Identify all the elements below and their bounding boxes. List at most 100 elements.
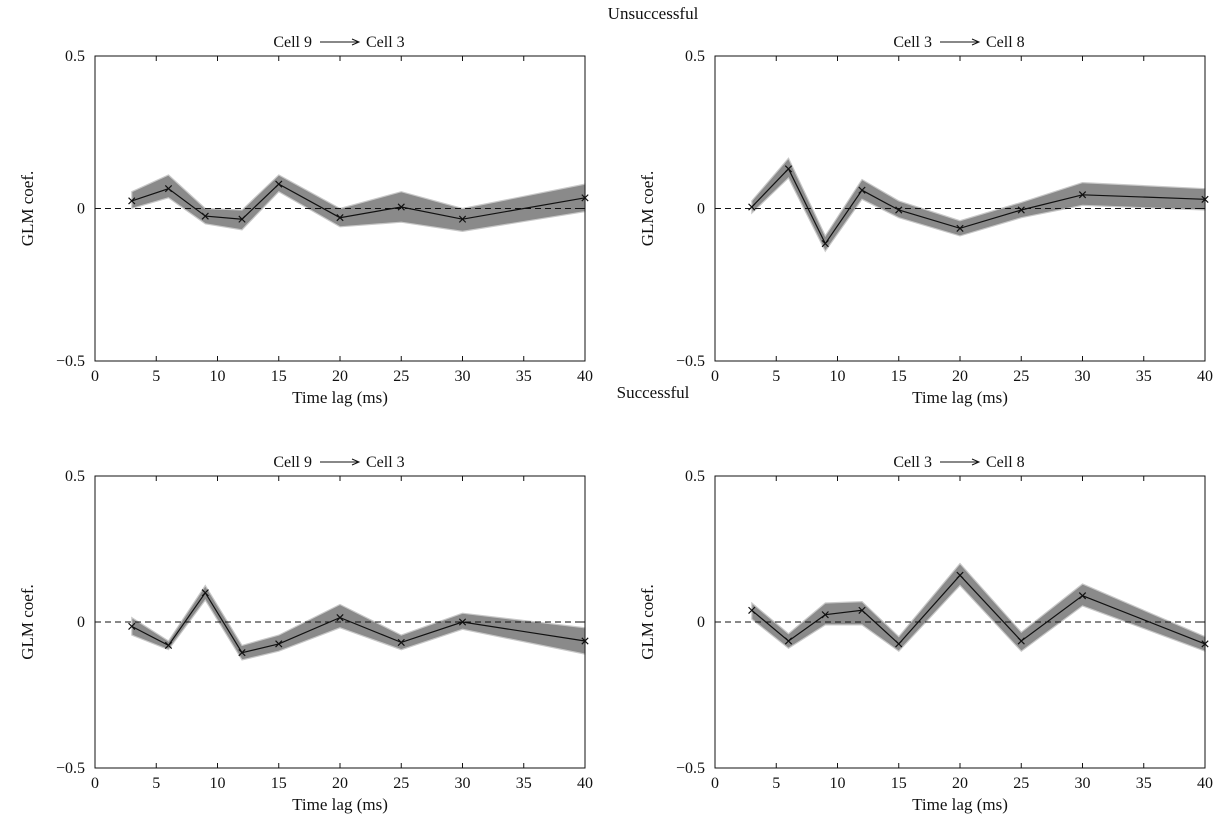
x-axis-label: Time lag (ms) (912, 388, 1008, 407)
panel-title-arrow-head (351, 38, 361, 46)
x-tick-label: 5 (152, 775, 160, 792)
data-point (1017, 206, 1025, 214)
panel-title-from: Cell 3 (893, 454, 932, 471)
data-point (397, 203, 405, 211)
x-tick-label: 30 (455, 775, 471, 792)
data-point (748, 606, 756, 614)
x-tick-label: 0 (91, 775, 99, 792)
y-tick-label: 0 (77, 614, 85, 631)
x-tick-label: 10 (830, 775, 846, 792)
x-tick-label: 15 (891, 368, 907, 385)
data-point (1017, 637, 1025, 645)
y-tick-label: 0 (77, 201, 85, 218)
panel-title-arrow-head (971, 38, 981, 46)
x-tick-label: 25 (393, 775, 409, 792)
panel-title-to: Cell 3 (366, 34, 405, 51)
confidence-band (131, 584, 586, 661)
data-point (164, 641, 173, 649)
data-point (858, 186, 866, 194)
panel-title-to: Cell 8 (986, 34, 1025, 51)
data-point (956, 224, 964, 232)
x-tick-label: 20 (952, 368, 968, 385)
x-tick-label: 5 (772, 368, 780, 385)
panel-title-arrow-head (971, 458, 981, 466)
data-point (397, 638, 405, 647)
x-tick-label: 35 (1136, 775, 1152, 792)
x-tick-label: 15 (271, 775, 287, 792)
x-tick-label: 25 (393, 368, 409, 385)
x-tick-label: 35 (516, 775, 532, 792)
x-tick-label: 5 (772, 775, 780, 792)
confidence-band (131, 174, 586, 233)
x-tick-label: 10 (830, 368, 846, 385)
x-tick-label: 40 (1197, 775, 1213, 792)
data-point (821, 611, 829, 619)
y-axis-label: GLM coef. (18, 171, 37, 247)
panel-title-from: Cell 3 (893, 34, 932, 51)
data-point (275, 180, 283, 188)
section-title-unsuccessful: Unsuccessful (607, 4, 699, 23)
x-tick-label: 40 (1197, 368, 1213, 385)
data-point (895, 206, 903, 214)
x-tick-label: 15 (271, 368, 287, 385)
y-tick-label: 0 (697, 201, 705, 218)
x-tick-label: 20 (332, 775, 348, 792)
data-point (956, 571, 964, 579)
chart-panel: 0 5 10 15 20 25 30 35 40 −0.5 0 0.5 Cell 9 Cell 3 Time… (18, 34, 593, 407)
y-tick-label: 0.5 (65, 48, 85, 65)
chart-panel: 0 5 10 15 20 25 30 35 40 −0.5 0 0.5 Cell 3 Cell 8 Time… (638, 34, 1213, 407)
x-tick-label: 10 (210, 368, 226, 385)
data-point (201, 212, 209, 220)
x-tick-label: 35 (516, 368, 532, 385)
x-tick-label: 0 (711, 368, 719, 385)
x-tick-label: 20 (952, 775, 968, 792)
x-tick-label: 25 (1013, 368, 1029, 385)
x-tick-label: 30 (455, 368, 471, 385)
chart-panel: 0 5 10 15 20 25 30 35 40 −0.5 0 0.5 Cell 3 Cell 8 Time… (638, 454, 1213, 814)
data-point (128, 197, 136, 205)
x-axis-label: Time lag (ms) (292, 795, 388, 814)
section-title-successful: Successful (616, 383, 690, 402)
chart-panel: 0 5 10 15 20 25 30 35 40 −0.5 0 0.5 Cell 9 Cell 3 Time… (18, 454, 593, 814)
y-tick-label: 0 (697, 614, 705, 631)
x-axis-label: Time lag (ms) (912, 795, 1008, 814)
x-tick-label: 40 (577, 775, 593, 792)
data-point (201, 589, 209, 597)
data-point (895, 640, 903, 648)
x-tick-label: 15 (891, 775, 907, 792)
data-point (784, 165, 793, 173)
y-tick-label: −0.5 (56, 353, 85, 370)
panel-title-to: Cell 8 (986, 454, 1025, 471)
y-tick-label: −0.5 (676, 760, 705, 777)
x-tick-label: 10 (210, 775, 226, 792)
x-tick-label: 0 (91, 368, 99, 385)
y-tick-label: 0.5 (685, 468, 705, 485)
x-tick-label: 0 (711, 775, 719, 792)
panel-title-to: Cell 3 (366, 454, 405, 471)
data-point (458, 215, 467, 223)
data-point (858, 606, 866, 614)
data-point (275, 640, 283, 648)
x-tick-label: 20 (332, 368, 348, 385)
data-point (164, 185, 173, 193)
y-tick-label: 0.5 (65, 468, 85, 485)
data-point (784, 637, 793, 645)
data-point (1078, 191, 1087, 199)
x-tick-label: 5 (152, 368, 160, 385)
x-tick-label: 30 (1075, 368, 1091, 385)
x-tick-label: 35 (1136, 368, 1152, 385)
x-axis-label: Time lag (ms) (292, 388, 388, 407)
panel-title-arrow-head (351, 458, 361, 466)
panel-title-from: Cell 9 (273, 34, 312, 51)
y-tick-label: 0.5 (685, 48, 705, 65)
x-tick-label: 30 (1075, 775, 1091, 792)
panel-title-from: Cell 9 (273, 454, 312, 471)
data-point (1078, 592, 1087, 600)
confidence-band (751, 562, 1206, 653)
data-point (336, 613, 344, 622)
data-point (821, 239, 829, 248)
y-axis-label: GLM coef. (18, 584, 37, 660)
y-axis-label: GLM coef. (638, 171, 657, 247)
